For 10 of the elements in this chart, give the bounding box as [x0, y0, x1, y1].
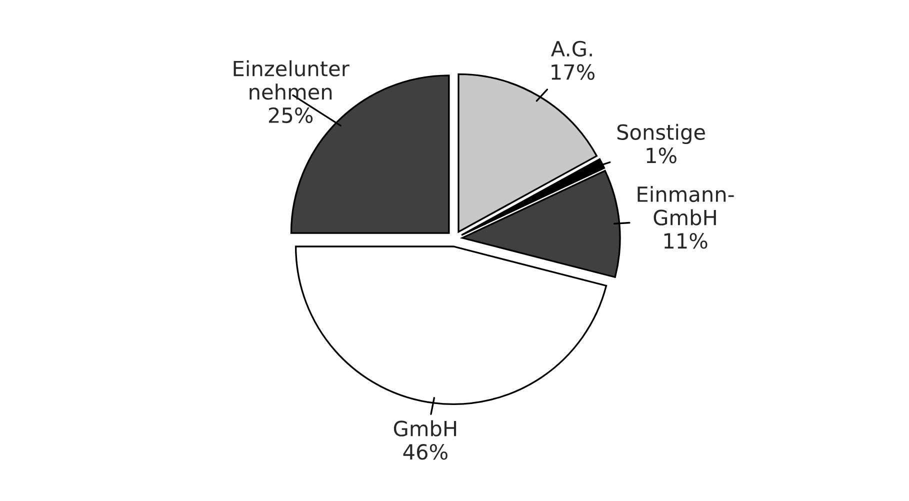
slice-label: Sonstige — [617, 124, 705, 144]
slice-label: GmbH — [394, 420, 456, 436]
data-label: 46% — [403, 444, 448, 460]
slice-label: Einzelunter nehmen — [234, 60, 350, 100]
data-label: 17% — [552, 64, 594, 80]
data-label: 11% — [664, 232, 708, 249]
slice-label: Einmann- GmbH — [638, 186, 734, 226]
data-label: 1% — [646, 148, 676, 164]
slice-label: A.G. — [551, 40, 592, 57]
data-label: 25% — [268, 107, 313, 124]
